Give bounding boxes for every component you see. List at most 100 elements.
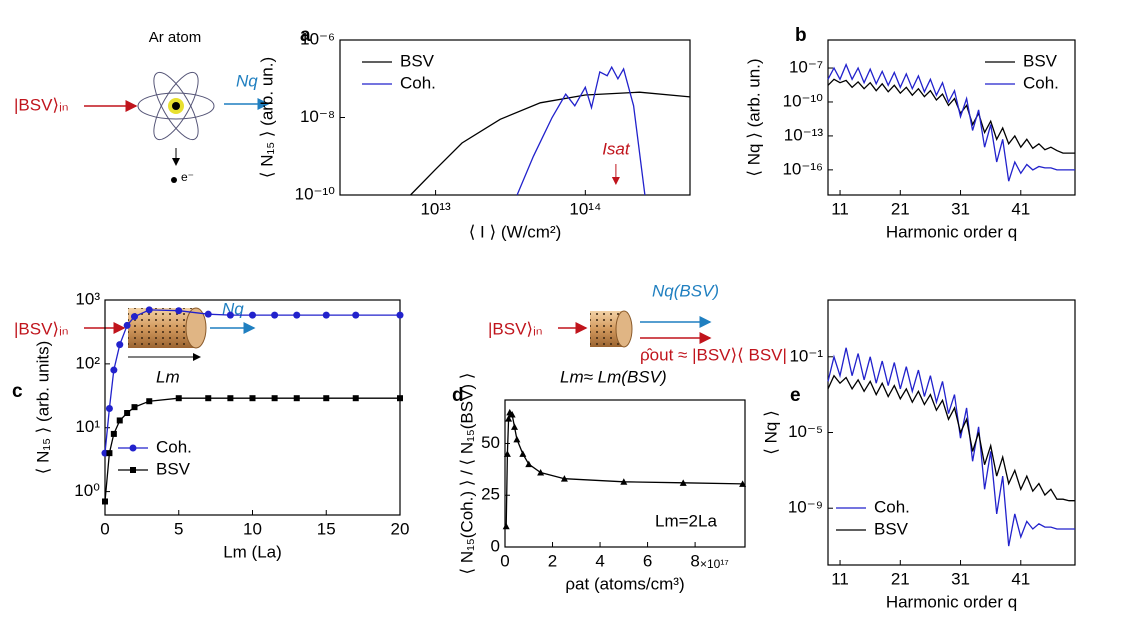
orbit <box>137 92 215 120</box>
panel-letter: d <box>452 385 464 406</box>
panel: a 10¹³ 10¹⁴ 10⁻¹⁰ 10⁻⁸ 10⁻⁶ ⟨ I ⟩ (W/cm²) ⟨ N₁₅… <box>257 25 691 241</box>
state-label: ρ̂out ≈ |BSV⟩⟨ BSV| <box>640 345 787 364</box>
y-tick-label: 10⁻¹⁶ <box>782 159 823 178</box>
marker <box>739 480 747 487</box>
medium-end <box>185 307 207 349</box>
marker <box>271 395 278 402</box>
marker <box>249 395 256 402</box>
orbit <box>153 71 199 141</box>
annotation: Lm=2La <box>655 511 717 530</box>
marker <box>146 398 153 405</box>
x-tick-label: 5 <box>174 519 183 538</box>
marker <box>323 395 330 402</box>
legend-label: Coh. <box>1023 73 1059 92</box>
marker <box>106 450 113 457</box>
y-tick-label: 10⁻¹³ <box>784 125 824 144</box>
y-tick-label: 50 <box>481 433 500 452</box>
marker <box>110 366 118 374</box>
series-line <box>827 78 1075 154</box>
series-line <box>410 91 691 196</box>
y-axis-label: ⟨ N₁₅ ⟩ (arb. units) <box>33 341 52 475</box>
y-tick-label: 10⁰ <box>74 481 100 500</box>
marker <box>116 417 123 424</box>
x-axis-label: ρat (atoms/cm³) <box>565 574 684 593</box>
marker <box>620 478 628 485</box>
marker <box>537 468 545 476</box>
electron-label: e⁻ <box>181 170 194 184</box>
series-line <box>104 309 400 454</box>
panel: d 0 2 4 6 8 0 25 50 ρat (atoms/cm³) ⟨ N₁₅(Coh.) ⟩ … <box>452 367 747 593</box>
y-tick-label: 10⁻¹ <box>789 346 823 365</box>
y-axis-label: ⟨ Nq ⟩ (arb. un.) <box>744 58 763 176</box>
series-line <box>827 374 1075 502</box>
legend-label: BSV <box>1023 51 1058 70</box>
marker <box>102 498 108 505</box>
marker <box>508 410 516 418</box>
legend-marker <box>130 467 136 473</box>
marker <box>131 404 138 411</box>
orbit <box>153 71 199 141</box>
output-state-diagram: |BSV⟩ᵢₙ Nq(BSV) ρ̂out ≈ |BSV⟩⟨ BSV| <box>488 281 787 364</box>
x-tick-label: 8 <box>690 551 699 570</box>
panel-letter: e <box>790 385 801 406</box>
panel-letter: a <box>300 25 311 46</box>
legend-label: Coh. <box>400 73 436 92</box>
atom-label: Ar atom <box>149 29 202 46</box>
marker <box>249 311 256 319</box>
x-axis-label: ⟨ I ⟩ (W/cm²) <box>469 222 562 241</box>
marker <box>227 395 234 402</box>
input-label: |BSV⟩ᵢₙ <box>14 319 69 338</box>
x-axis-label: Harmonic order q <box>886 592 1017 611</box>
y-tick-label: 0 <box>491 536 500 555</box>
y-axis-label: ⟨ N₁₅(Coh.) ⟩ / ⟨ N₁₅(BSV) ⟩ <box>457 373 476 575</box>
marker <box>204 310 212 318</box>
marker <box>105 405 113 413</box>
y-axis-label: ⟨ N₁₅ ⟩ (arb. un.) <box>257 57 276 178</box>
y-tick-label: 25 <box>481 485 500 504</box>
y-axis-label: ⟨ Nq ⟩ <box>761 410 780 454</box>
marker <box>293 395 300 402</box>
output-bsv-label: Nq(BSV) <box>652 281 719 300</box>
x-tick-label: 21 <box>891 199 910 218</box>
y-tick-label: 10⁻⁵ <box>788 422 823 441</box>
y-tick-label: 10⁻⁶ <box>300 29 335 48</box>
y-tick-label: 10¹ <box>75 417 100 436</box>
marker <box>511 423 519 430</box>
y-tick-label: 10⁻¹⁰ <box>783 91 824 110</box>
annotation: Isat <box>602 139 631 158</box>
x-tick-label: 15 <box>317 519 336 538</box>
marker <box>116 341 124 349</box>
y-tick-label: 10² <box>75 353 100 372</box>
plot-frame <box>339 39 691 196</box>
annotation: ×10¹⁷ <box>700 557 729 571</box>
marker <box>513 435 521 443</box>
marker <box>205 395 212 402</box>
x-tick-label: 10¹⁴ <box>569 199 601 218</box>
output-label: Nq <box>236 71 258 90</box>
x-tick-label: 10¹³ <box>420 199 451 218</box>
y-tick-label: 10⁻⁹ <box>788 498 823 517</box>
panel: e 11 21 31 41 10⁻⁹ 10⁻⁵ 10⁻¹ Harmonic order q ⟨ N… <box>761 299 1076 611</box>
y-tick-label: 10⁻⁸ <box>300 107 335 126</box>
marker <box>396 311 404 319</box>
marker <box>123 321 131 329</box>
medium-diagram: |BSV⟩ᵢₙ Lm Nq <box>14 299 256 386</box>
series-line <box>505 411 743 527</box>
marker <box>525 460 533 468</box>
marker <box>560 475 568 482</box>
x-tick-label: 11 <box>831 569 849 588</box>
marker <box>175 395 182 402</box>
marker <box>679 479 687 486</box>
x-axis-label: Lm (La) <box>223 542 282 561</box>
panel-letter: c <box>12 381 23 402</box>
marker <box>519 450 527 457</box>
panel-letter: b <box>795 25 807 46</box>
y-tick-label: 10³ <box>75 289 100 308</box>
input-label: |BSV⟩ᵢₙ <box>488 319 543 338</box>
marker <box>145 306 153 314</box>
y-tick-label: 10⁻⁷ <box>789 58 823 77</box>
x-tick-label: 6 <box>643 551 652 570</box>
marker <box>502 522 510 530</box>
series-line <box>104 397 400 502</box>
legend-label: BSV <box>874 519 909 538</box>
